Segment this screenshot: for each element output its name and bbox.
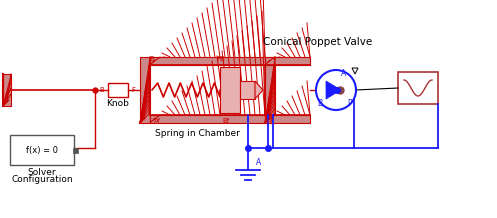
Text: B: B — [150, 56, 155, 62]
Text: Conical Poppet Valve: Conical Poppet Valve — [263, 37, 372, 47]
Text: Knob: Knob — [106, 99, 129, 107]
Text: P: P — [348, 99, 352, 107]
Text: Af: Af — [267, 118, 274, 124]
Bar — [265, 57, 275, 123]
Text: A: A — [256, 157, 261, 167]
Bar — [73, 148, 78, 153]
Text: Configuration: Configuration — [11, 174, 73, 184]
Text: Spring in Chamber: Spring in Chamber — [155, 129, 240, 138]
Bar — [140, 57, 150, 123]
Text: B: B — [99, 87, 104, 93]
Text: B: B — [318, 99, 323, 107]
Circle shape — [316, 70, 356, 110]
Text: Solver: Solver — [28, 167, 56, 177]
Text: F: F — [131, 87, 135, 93]
Text: B: B — [220, 56, 224, 62]
Text: F: F — [216, 56, 220, 62]
Polygon shape — [326, 81, 341, 99]
Polygon shape — [255, 81, 263, 99]
Bar — [220, 67, 240, 113]
Bar — [10, 135, 74, 165]
Bar — [3, 74, 11, 106]
Text: A: A — [341, 68, 346, 78]
Bar — [240, 81, 255, 99]
Text: Af: Af — [154, 118, 161, 124]
Bar — [150, 57, 265, 65]
Bar — [265, 57, 310, 65]
Bar — [108, 83, 128, 97]
Bar — [150, 115, 265, 123]
Bar — [398, 72, 438, 104]
Text: Bf: Bf — [222, 118, 229, 124]
Bar — [265, 115, 310, 123]
Text: f(x) = 0: f(x) = 0 — [26, 145, 58, 155]
Polygon shape — [352, 68, 358, 74]
